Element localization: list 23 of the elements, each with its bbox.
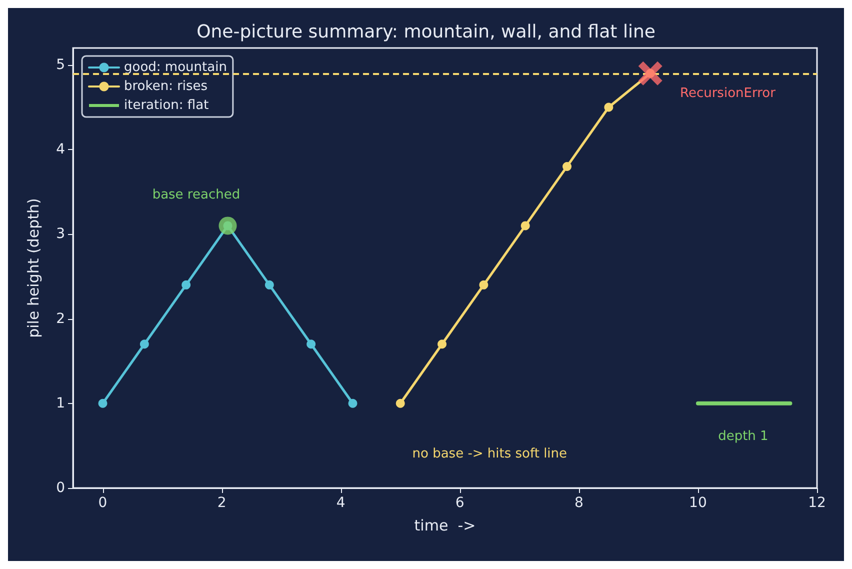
x-tick-label: 0 (98, 495, 108, 511)
annotation: base reached (152, 188, 240, 203)
annotation: depth 1 (718, 428, 768, 444)
chart-title: One-picture summary: mountain, wall, and flat line (196, 22, 656, 42)
annotation: no base -> hits soft line (412, 446, 568, 462)
x-tick-label: 8 (574, 495, 584, 511)
annotation: RecursionError (680, 86, 776, 102)
x-tick-label: 12 (808, 495, 826, 511)
y-tick-label: 4 (56, 142, 66, 158)
y-tick-label: 3 (56, 226, 65, 242)
x-tick-label: 10 (689, 495, 707, 511)
legend-label: iteration: flat (124, 98, 209, 113)
y-tick-label: 1 (56, 395, 65, 412)
legend-label: good: mountain (124, 60, 227, 75)
x-tick-label: 4 (336, 495, 346, 511)
y-tick-label: 0 (56, 480, 65, 496)
x-axis-title: time -> (414, 516, 476, 534)
y-tick-label: 2 (56, 310, 65, 327)
x-tick-label: 2 (217, 495, 226, 511)
legend-label: broken: rises (124, 79, 208, 94)
y-tick-label: 5 (56, 56, 65, 73)
x-tick-label: 6 (455, 495, 464, 511)
y-axis-title: pile height (depth) (24, 198, 42, 338)
